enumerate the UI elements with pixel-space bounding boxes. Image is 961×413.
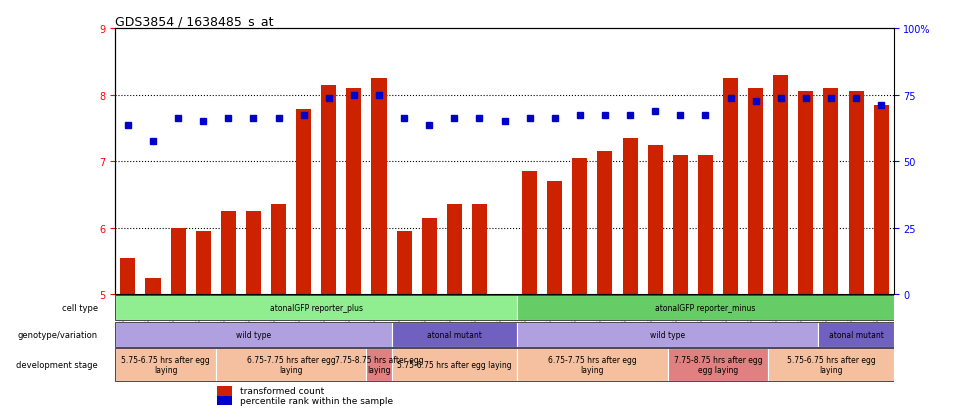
FancyBboxPatch shape	[819, 322, 894, 347]
Bar	[296, 110, 311, 294]
Text: development stage: development stage	[16, 361, 98, 369]
Bar	[170, 228, 185, 294]
Bar	[547, 182, 562, 294]
Bar	[648, 145, 663, 294]
Bar	[397, 232, 411, 294]
Bar	[598, 152, 612, 294]
Text: 7.75-8.75 hrs after egg
laying: 7.75-8.75 hrs after egg laying	[334, 355, 423, 375]
Bar	[723, 79, 738, 294]
Text: atonal mutant: atonal mutant	[427, 330, 481, 339]
Text: GDS3854 / 1638485_s_at: GDS3854 / 1638485_s_at	[115, 15, 274, 28]
FancyBboxPatch shape	[768, 349, 894, 381]
Bar	[774, 76, 788, 294]
FancyBboxPatch shape	[391, 349, 517, 381]
Bar	[623, 138, 637, 294]
Bar	[321, 85, 336, 294]
Text: 5.75-6.75 hrs after egg
laying: 5.75-6.75 hrs after egg laying	[121, 355, 209, 375]
Bar	[698, 155, 713, 294]
FancyBboxPatch shape	[366, 349, 391, 381]
Text: genotype/variation: genotype/variation	[17, 330, 98, 339]
Bar	[221, 211, 235, 294]
Text: 5.75-6.75 hrs after egg laying: 5.75-6.75 hrs after egg laying	[397, 361, 511, 369]
Bar	[799, 92, 813, 294]
Bar	[748, 89, 763, 294]
FancyBboxPatch shape	[517, 349, 668, 381]
Bar	[422, 218, 436, 294]
Bar	[824, 89, 839, 294]
FancyBboxPatch shape	[668, 349, 768, 381]
Bar	[246, 211, 261, 294]
FancyBboxPatch shape	[391, 322, 517, 347]
Text: cell type: cell type	[62, 304, 98, 312]
Bar	[216, 387, 233, 396]
Bar	[874, 105, 889, 294]
Text: percentile rank within the sample: percentile rank within the sample	[240, 396, 393, 405]
FancyBboxPatch shape	[216, 349, 366, 381]
Bar	[447, 205, 462, 294]
Text: atonalGFP reporter_plus: atonalGFP reporter_plus	[270, 304, 362, 312]
Text: 6.75-7.75 hrs after egg
laying: 6.75-7.75 hrs after egg laying	[247, 355, 335, 375]
Bar	[346, 89, 361, 294]
Bar	[673, 155, 688, 294]
Bar	[145, 278, 160, 294]
Bar	[216, 396, 233, 405]
Text: atonal mutant: atonal mutant	[828, 330, 883, 339]
Bar	[522, 172, 537, 294]
Bar	[196, 232, 210, 294]
Text: transformed count: transformed count	[240, 386, 324, 395]
Bar	[472, 205, 487, 294]
FancyBboxPatch shape	[115, 295, 517, 320]
FancyBboxPatch shape	[517, 322, 819, 347]
Text: atonalGFP reporter_minus: atonalGFP reporter_minus	[655, 304, 755, 312]
FancyBboxPatch shape	[115, 349, 216, 381]
Bar	[849, 92, 864, 294]
Bar	[120, 258, 136, 294]
Bar	[573, 159, 587, 294]
Text: 6.75-7.75 hrs after egg
laying: 6.75-7.75 hrs after egg laying	[548, 355, 637, 375]
Bar	[372, 79, 386, 294]
Text: 7.75-8.75 hrs after egg
egg laying: 7.75-8.75 hrs after egg egg laying	[674, 355, 762, 375]
Bar	[271, 205, 286, 294]
Text: wild type: wild type	[235, 330, 271, 339]
Text: 5.75-6.75 hrs after egg
laying: 5.75-6.75 hrs after egg laying	[787, 355, 875, 375]
Text: wild type: wild type	[651, 330, 685, 339]
FancyBboxPatch shape	[517, 295, 894, 320]
FancyBboxPatch shape	[115, 322, 391, 347]
